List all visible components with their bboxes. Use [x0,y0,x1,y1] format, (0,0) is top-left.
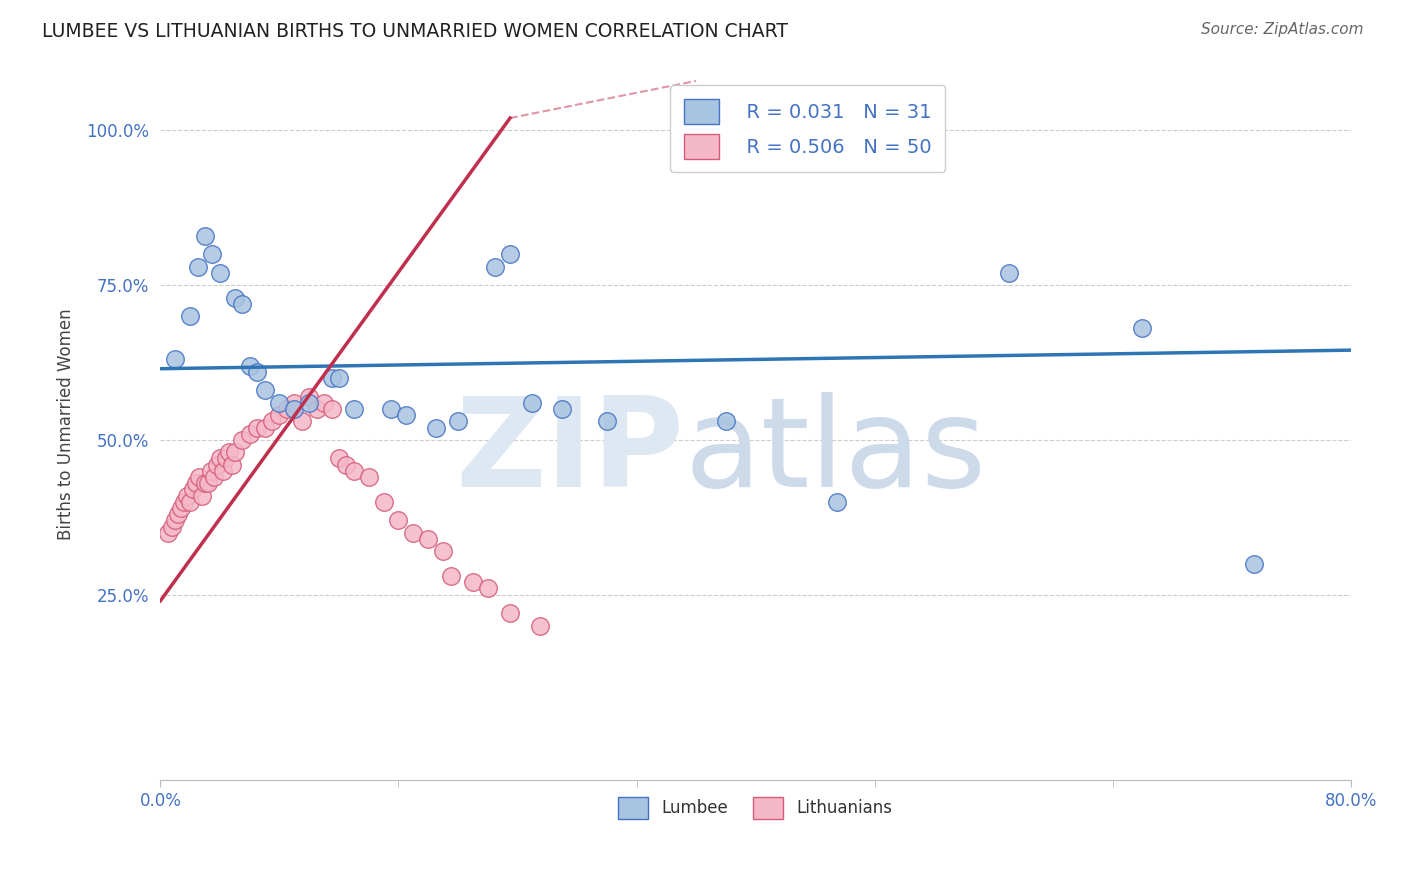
Point [191,489,214,503]
Point [201,247,224,261]
Point [425,420,447,434]
Point [170,500,193,515]
Point [165,352,187,367]
Point [246,365,269,379]
Point [1243,557,1265,571]
Point [162,519,184,533]
Point [194,476,217,491]
Point [418,532,440,546]
Point [218,445,240,459]
Point [373,495,395,509]
Point [439,569,461,583]
Point [321,401,343,416]
Point [246,420,269,434]
Point [484,260,506,274]
Point [343,464,366,478]
Point [253,420,276,434]
Legend: Lumbee, Lithuanians: Lumbee, Lithuanians [612,790,900,825]
Point [499,247,522,261]
Point [221,458,243,472]
Point [328,371,350,385]
Point [187,260,209,274]
Point [269,396,291,410]
Point [239,426,262,441]
Point [283,396,305,410]
Point [402,525,425,540]
Point [298,396,321,410]
Point [156,525,179,540]
Point [321,371,343,385]
Point [167,507,190,521]
Point [202,470,225,484]
Point [305,401,328,416]
Point [269,408,291,422]
Point [179,495,201,509]
Point [395,408,418,422]
Point [461,575,484,590]
Point [224,291,246,305]
Point [231,296,253,310]
Point [283,401,305,416]
Point [343,401,366,416]
Point [208,451,231,466]
Text: atlas: atlas [685,392,986,514]
Point [184,476,207,491]
Point [499,606,522,620]
Point [714,414,737,428]
Point [291,414,314,428]
Point [181,483,204,497]
Point [522,396,544,410]
Point [165,513,187,527]
Point [197,476,219,491]
Point [432,544,454,558]
Point [1132,321,1154,335]
Point [357,470,380,484]
Point [298,390,321,404]
Point [176,489,198,503]
Point [188,470,211,484]
Point [380,401,402,416]
Point [551,401,574,416]
Point [596,414,619,428]
Point [212,464,235,478]
Point [328,451,350,466]
Point [477,582,499,596]
Y-axis label: Births to Unmarried Women: Births to Unmarried Women [58,309,75,541]
Text: LUMBEE VS LITHUANIAN BIRTHS TO UNMARRIED WOMEN CORRELATION CHART: LUMBEE VS LITHUANIAN BIRTHS TO UNMARRIED… [42,22,789,41]
Point [997,266,1019,280]
Point [447,414,470,428]
Point [827,495,849,509]
Point [260,414,283,428]
Point [208,266,231,280]
Point [231,433,253,447]
Point [224,445,246,459]
Text: Source: ZipAtlas.com: Source: ZipAtlas.com [1201,22,1364,37]
Point [200,464,222,478]
Point [276,401,298,416]
Text: ZIP: ZIP [456,392,685,514]
Point [335,458,357,472]
Point [239,359,262,373]
Point [529,618,551,632]
Point [387,513,409,527]
Point [215,451,238,466]
Point [312,396,335,410]
Point [253,384,276,398]
Point [194,228,217,243]
Point [179,309,201,323]
Point [205,458,228,472]
Point [173,495,195,509]
